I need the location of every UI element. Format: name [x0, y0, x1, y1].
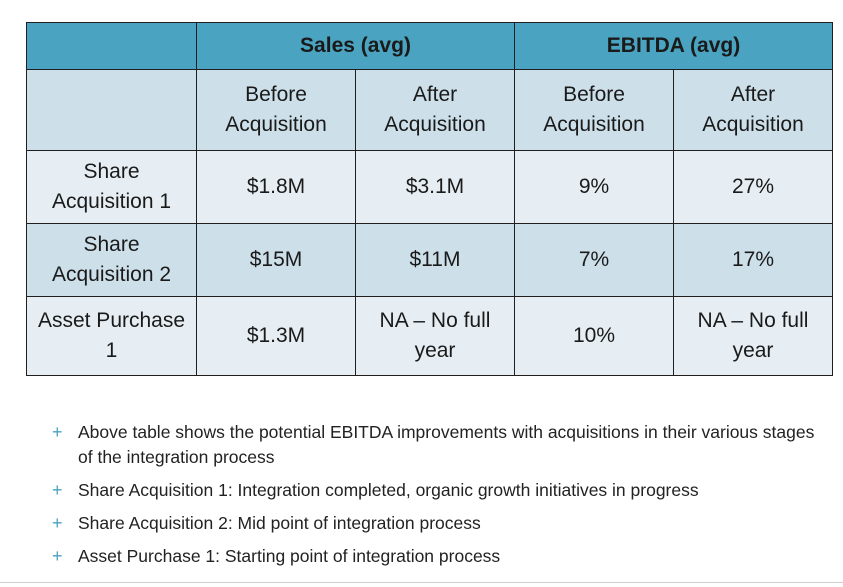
bullet-text: Asset Purchase 1: Starting point of inte…: [78, 546, 501, 566]
bullet-text: Share Acquisition 1: Integration complet…: [78, 480, 699, 500]
ebitda-header: EBITDA (avg): [514, 22, 833, 70]
row-label: Share Acquisition 1: [26, 150, 197, 224]
ebitda-after-header: After Acquisition: [673, 69, 833, 151]
table-row: Asset Purchase 1 $1.3M NA – No full year…: [26, 296, 833, 376]
bullet-text: Above table shows the potential EBITDA i…: [78, 422, 815, 467]
sub-header-row: Before Acquisition After Acquisition Bef…: [26, 69, 833, 151]
ebitda-before-cell: 10%: [514, 296, 674, 376]
row-label: Asset Purchase 1: [26, 296, 197, 376]
bullet-text: Share Acquisition 2: Mid point of integr…: [78, 513, 481, 533]
bottom-divider: [0, 582, 843, 583]
corner-cell: [26, 22, 197, 70]
group-header-row: Sales (avg) EBITDA (avg): [26, 22, 833, 70]
table-row: Share Acquisition 1 $1.8M $3.1M 9% 27%: [26, 150, 833, 224]
comparison-table: Sales (avg) EBITDA (avg) Before Acquisit…: [26, 22, 833, 376]
ebitda-after-cell: 27%: [673, 150, 833, 224]
ebitda-after-cell: NA – No full year: [673, 296, 833, 376]
list-item: + Share Acquisition 1: Integration compl…: [52, 478, 822, 503]
list-item: + Above table shows the potential EBITDA…: [52, 420, 822, 470]
sales-header: Sales (avg): [196, 22, 515, 70]
sales-after-header: After Acquisition: [355, 69, 515, 151]
sales-after-cell: $11M: [355, 223, 515, 297]
list-item: + Asset Purchase 1: Starting point of in…: [52, 544, 822, 569]
sales-after-cell: NA – No full year: [355, 296, 515, 376]
sales-before-header: Before Acquisition: [196, 69, 356, 151]
sales-before-cell: $15M: [196, 223, 356, 297]
plus-icon: +: [52, 422, 63, 442]
sales-before-cell: $1.3M: [196, 296, 356, 376]
ebitda-after-cell: 17%: [673, 223, 833, 297]
row-label: Share Acquisition 2: [26, 223, 197, 297]
sub-header-corner: [26, 69, 197, 151]
list-item: + Share Acquisition 2: Mid point of inte…: [52, 511, 822, 536]
plus-icon: +: [52, 513, 63, 533]
sales-after-cell: $3.1M: [355, 150, 515, 224]
plus-icon: +: [52, 546, 63, 566]
ebitda-before-cell: 7%: [514, 223, 674, 297]
table-row: Share Acquisition 2 $15M $11M 7% 17%: [26, 223, 833, 297]
ebitda-before-cell: 9%: [514, 150, 674, 224]
bullet-list: + Above table shows the potential EBITDA…: [52, 420, 822, 577]
plus-icon: +: [52, 480, 63, 500]
ebitda-before-header: Before Acquisition: [514, 69, 674, 151]
sales-before-cell: $1.8M: [196, 150, 356, 224]
